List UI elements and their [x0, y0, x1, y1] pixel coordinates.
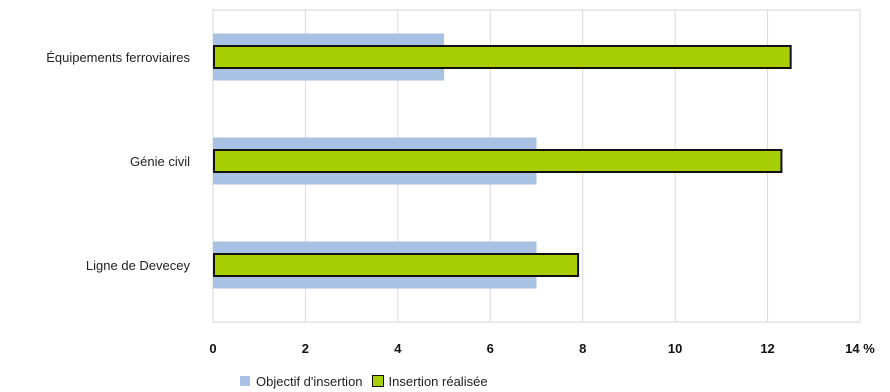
bar-insertion-2 [213, 253, 580, 277]
bar-insertion-0 [213, 45, 792, 69]
legend-swatch-objectif [240, 376, 250, 386]
legend-label-objectif: Objectif d'insertion [256, 373, 363, 389]
legend-label-insertion: Insertion réalisée [388, 373, 488, 389]
x-tick-label-0: 0 [209, 341, 216, 356]
category-label-2: Ligne de Devecey [86, 258, 191, 273]
x-tick-label-3: 6 [487, 341, 494, 356]
bar-insertion-1 [213, 149, 783, 173]
category-label-1: Génie civil [130, 154, 190, 169]
category-labels: Équipements ferroviaires Génie civil Ligne… [46, 50, 190, 273]
x-axis-ticks: 0 2 4 6 8 10 12 14 % [209, 341, 875, 356]
bars-group [213, 33, 792, 289]
x-tick-label-6: 12 [760, 341, 774, 356]
legend: Objectif d'insertion Insertion réalisée [240, 372, 498, 390]
x-tick-label-7: 14 % [845, 341, 875, 356]
legend-item-insertion: Insertion réalisée [371, 373, 488, 389]
category-label-0: Équipements ferroviaires [46, 50, 190, 65]
x-tick-label-5: 10 [668, 341, 682, 356]
x-tick-label-1: 2 [302, 341, 309, 356]
legend-swatch-insertion [371, 375, 384, 387]
x-tick-label-2: 4 [394, 341, 402, 356]
x-tick-label-4: 8 [579, 341, 586, 356]
legend-item-objectif: Objectif d'insertion [240, 374, 363, 389]
